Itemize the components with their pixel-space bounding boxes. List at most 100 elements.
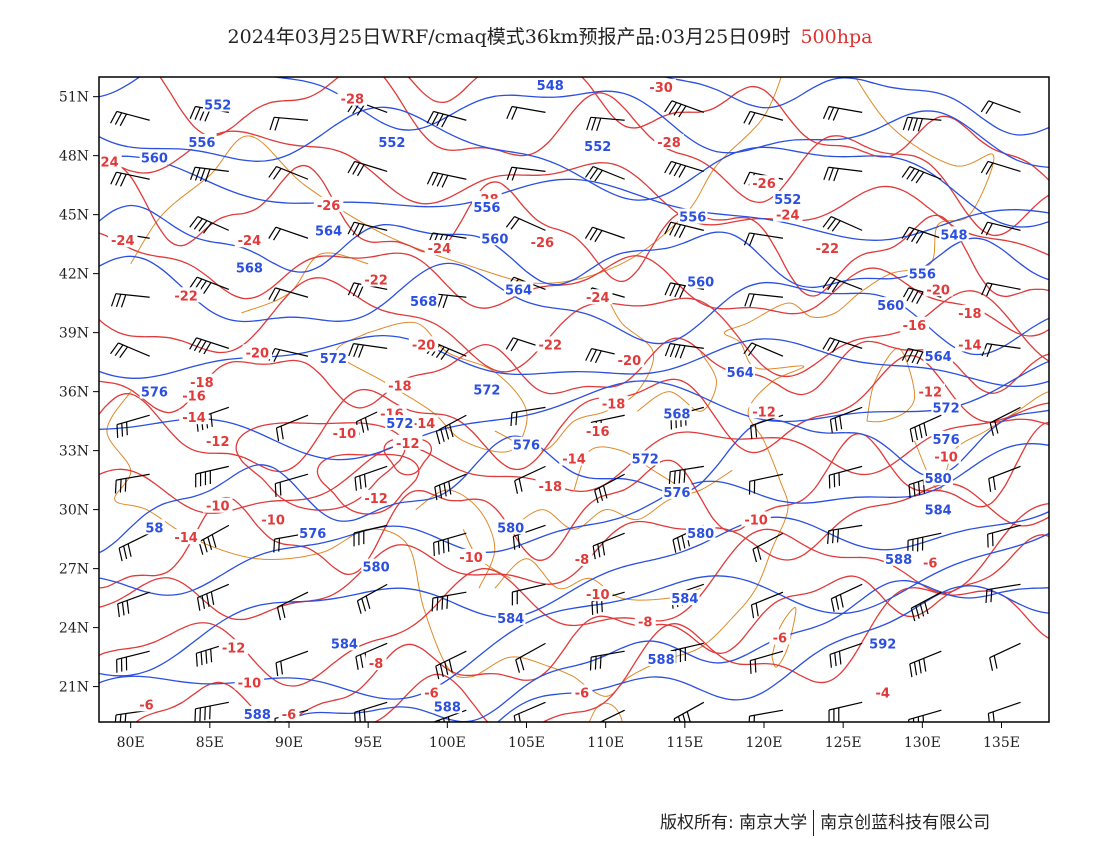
height-label: 564	[925, 350, 952, 365]
temperature-label-bg	[329, 424, 360, 440]
lon-tick-label: 125E	[825, 735, 862, 751]
temperature-labels: -28-30-28-24-26-28-26-24-24-24-24-26-22-…	[99, 78, 985, 722]
height-label: 548	[940, 228, 967, 243]
lat-tick-label: 45N	[59, 208, 89, 224]
height-label-bg	[923, 348, 953, 364]
temperature-label-bg	[218, 639, 249, 655]
lon-tick-label: 80E	[117, 735, 145, 751]
height-label-bg	[685, 525, 716, 541]
temperature-label: -8	[369, 657, 383, 672]
wind-barb	[828, 701, 863, 722]
wind-barb	[514, 465, 546, 494]
temperature-label: -12	[206, 435, 230, 450]
wind-barb	[116, 414, 150, 438]
temperature-label: -12	[919, 386, 943, 401]
height-label-bg	[187, 133, 217, 149]
height-label-bg	[242, 706, 273, 722]
temperature-label: -16	[182, 390, 206, 405]
wind-barb	[988, 465, 1021, 492]
height-label-bg	[773, 190, 803, 206]
lat-tick-label: 30N	[59, 503, 89, 519]
wind-barb	[664, 100, 705, 118]
temperature-contour	[135, 534, 1049, 722]
lon-tick-label: 85E	[196, 735, 224, 751]
temperature-label: -10	[261, 513, 285, 528]
height-label: 568	[236, 262, 263, 277]
temperature-label-bg	[361, 271, 391, 287]
height-label: 564	[727, 366, 754, 381]
height-contour	[663, 77, 1049, 136]
wind-barb	[110, 342, 150, 359]
wind-barb	[743, 342, 784, 357]
height-label: 556	[909, 268, 936, 283]
height-label: 548	[537, 79, 564, 94]
wind-barb	[822, 337, 863, 353]
height-contour	[99, 510, 1049, 677]
lat-tick-label: 39N	[59, 326, 89, 342]
height-label-bg	[503, 281, 534, 297]
temperature-label: -16	[903, 319, 927, 334]
height-label-bg	[939, 226, 969, 242]
height-contour	[99, 155, 1049, 241]
wind-barb	[980, 100, 1021, 114]
lat-tick-label: 33N	[59, 444, 89, 460]
wind-barb	[506, 166, 546, 181]
wind-barb	[117, 591, 150, 618]
height-label-bg	[685, 273, 716, 289]
temperature-contour	[99, 354, 1049, 473]
temperature-label-bg	[361, 489, 391, 505]
temperature-label-bg	[919, 554, 941, 570]
wind-barb	[110, 110, 150, 127]
height-contour	[99, 255, 1049, 356]
temperature-label-bg	[769, 629, 791, 645]
wind-barb	[910, 591, 942, 622]
wind-barbs	[110, 100, 1021, 722]
wind-barb	[353, 524, 388, 547]
height-label: 584	[331, 637, 358, 652]
height-label: 580	[925, 472, 952, 487]
temperature-label: -30	[649, 81, 673, 96]
temperature-label: -22	[174, 289, 198, 304]
temperature-label: -8	[575, 553, 589, 568]
temperature-label: -28	[657, 136, 681, 151]
temperature-label-bg	[923, 281, 953, 297]
height-label-bg	[646, 651, 676, 667]
wind-barb	[823, 166, 863, 182]
height-contour	[99, 106, 1049, 228]
lat-tick-label: 51N	[59, 90, 89, 106]
temperature-label-bg	[365, 655, 387, 671]
wind-barb	[275, 650, 309, 677]
height-label: 584	[671, 592, 698, 607]
temperature-label-bg	[456, 548, 486, 564]
height-label-bg	[234, 259, 265, 275]
title-main: 2024年03月25日WRF/cmaq模式36km预报产品:03月25日09时	[227, 26, 791, 48]
wind-barb	[909, 650, 942, 678]
temperature-label-bg	[527, 234, 558, 250]
wind-barb	[987, 701, 1021, 722]
wind-barb	[830, 583, 863, 612]
temperature-label: -18	[388, 380, 412, 395]
temperature-label: -14	[958, 338, 982, 353]
height-label: 576	[513, 439, 540, 454]
wind-barb	[901, 165, 942, 184]
wind-barb	[505, 216, 546, 231]
height-label: 568	[663, 407, 690, 422]
temperature-label-bg	[741, 511, 771, 527]
wind-barb	[902, 116, 942, 132]
temperature-label-bg	[583, 586, 613, 602]
temperature-label-bg	[654, 133, 684, 149]
wind-barb	[198, 524, 230, 555]
temperature-label: -16	[586, 425, 610, 440]
temperature-label: -22	[539, 338, 563, 353]
temperature-label: -4	[876, 687, 890, 702]
height-label-bg	[678, 208, 708, 224]
lat-tick-label: 21N	[59, 680, 89, 696]
wind-barb	[116, 650, 150, 673]
wind-barb	[673, 701, 705, 722]
temperature-label: -14	[182, 411, 206, 426]
temperature-label-bg	[571, 684, 593, 700]
wind-barb	[515, 642, 546, 673]
temperature-label: -24	[776, 209, 800, 224]
height-label-bg	[139, 149, 170, 165]
wind-barb	[829, 642, 863, 668]
